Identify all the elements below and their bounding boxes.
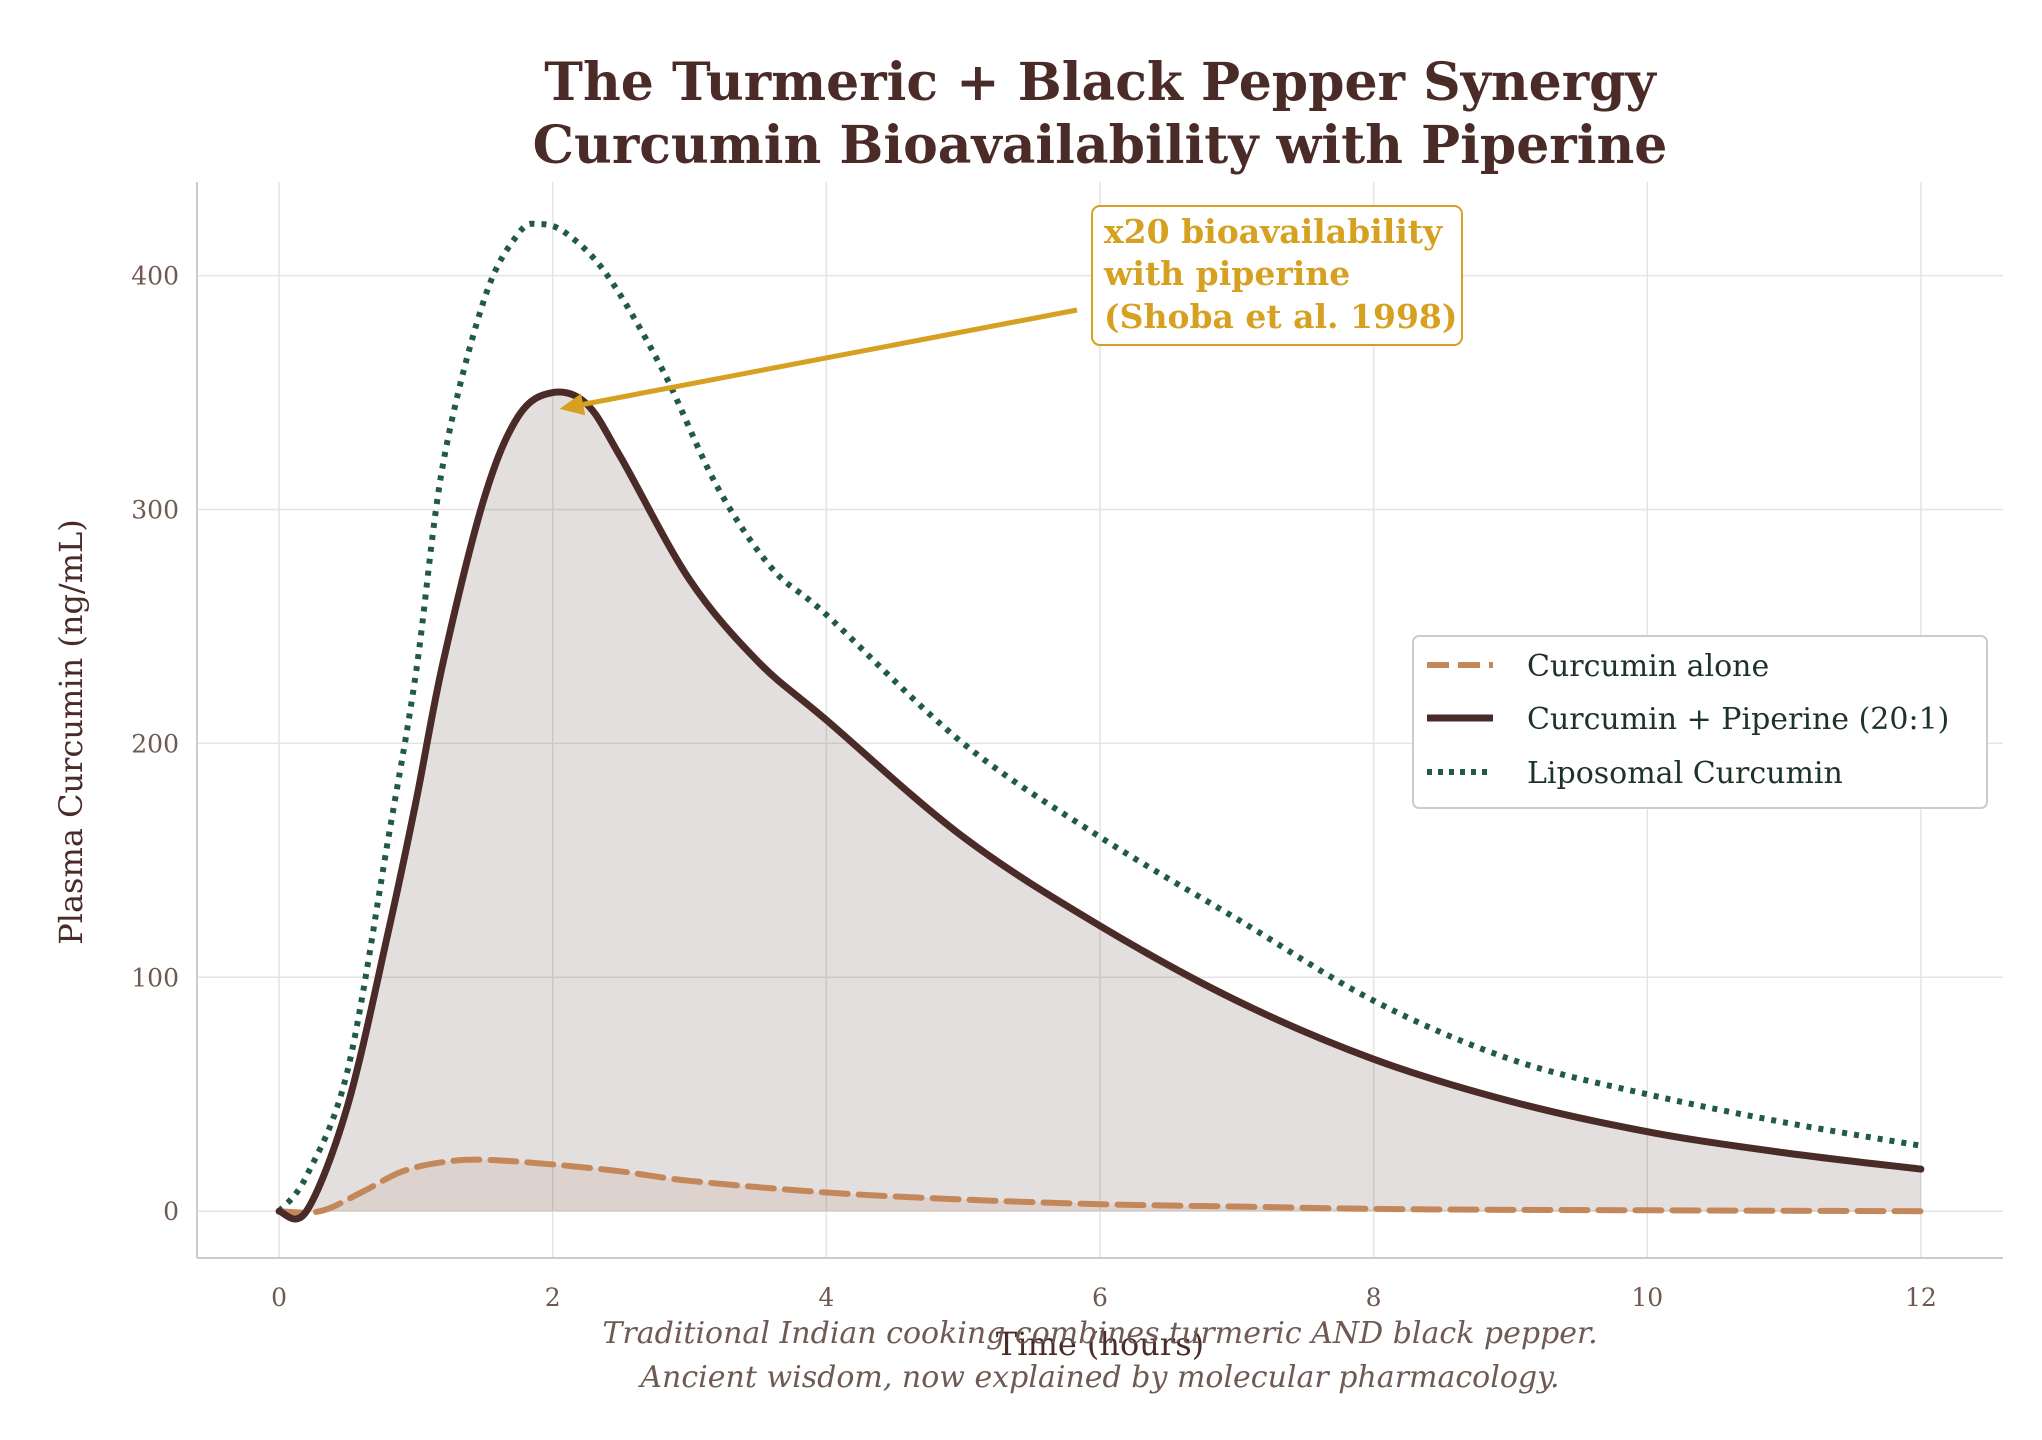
y-tick-label: 200 — [131, 729, 179, 758]
legend-label-liposomal: Liposomal Curcumin — [1527, 756, 1843, 791]
x-tick-label: 0 — [271, 1283, 287, 1312]
annotation-arrow — [582, 307, 1078, 407]
x-tick-label: 2 — [545, 1283, 561, 1312]
annotation-arrowhead — [559, 393, 586, 416]
series-line-dashed — [276, 1156, 1924, 1216]
x-tick-label: 8 — [1366, 1283, 1382, 1312]
annotation: x20 bioavailability with piperine (Shoba… — [559, 205, 1463, 416]
legend: Curcumin alone Curcumin + Piperine (20:1… — [1412, 635, 1988, 809]
data-series — [275, 220, 1925, 1223]
chart-title: The Turmeric + Black Pepper Synergy Curc… — [533, 52, 1668, 176]
chart-title-line-1: The Turmeric + Black Pepper Synergy — [544, 52, 1657, 113]
y-tick-label: 0 — [163, 1197, 179, 1226]
legend-label-curcumin-piperine: Curcumin + Piperine (20:1) — [1527, 702, 1949, 737]
series-area — [279, 391, 1921, 1220]
x-tick-label: 12 — [1905, 1283, 1937, 1312]
series-area — [279, 1159, 1921, 1213]
y-tick-label: 100 — [131, 963, 179, 992]
x-tick-label: 10 — [1631, 1283, 1663, 1312]
annotation-line-1: x20 bioavailability — [1104, 212, 1443, 251]
footnote-line-1: Traditional Indian cooking combines turm… — [602, 1316, 1597, 1351]
footnote: Traditional Indian cooking combines turm… — [602, 1316, 1597, 1395]
series-line-solid — [275, 388, 1925, 1223]
annotation-line-2: with piperine — [1103, 254, 1350, 293]
annotation-box — [1091, 205, 1463, 346]
y-axis-label: Plasma Curcumin (ng/mL) — [52, 519, 90, 945]
series-line-dotted — [276, 220, 1922, 1214]
x-tick-label: 4 — [818, 1283, 834, 1312]
footnote-line-2: Ancient wisdom, now explained by molecul… — [637, 1360, 1559, 1395]
axes — [196, 182, 2003, 1259]
annotation-line-3: (Shoba et al. 1998) — [1104, 297, 1457, 336]
tick-labels: 0 2 4 6 8 10 12 0 100 200 300 400 — [131, 262, 1937, 1312]
legend-label-curcumin-alone: Curcumin alone — [1527, 649, 1769, 684]
x-tick-label: 6 — [1092, 1283, 1108, 1312]
y-tick-label: 400 — [131, 262, 179, 291]
x-axis-label: Time (hours) — [996, 1325, 1204, 1363]
legend-frame — [1412, 635, 1988, 809]
chart-title-line-2: Curcumin Bioavailability with Piperine — [533, 115, 1668, 176]
y-tick-label: 300 — [131, 495, 179, 524]
